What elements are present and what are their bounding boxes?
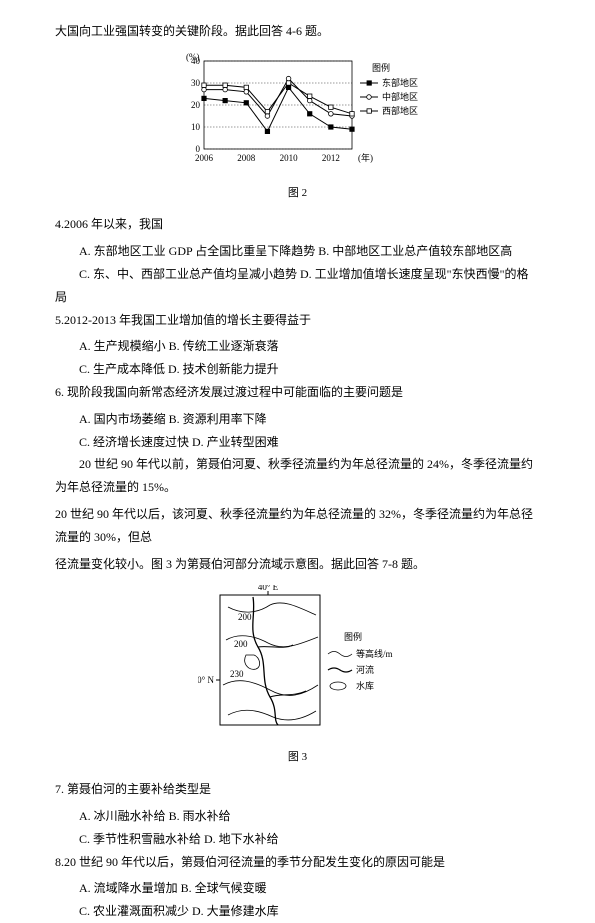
svg-text:等高线/m: 等高线/m — [356, 648, 393, 659]
q8-stem: 8.20 世纪 90 年代以后，第聂伯河径流量的季节分配发生变化的原因可能是 — [55, 851, 540, 874]
q5-stem: 5.2012-2013 年我国工业增加值的增长主要得益于 — [55, 309, 540, 332]
passage2-line2: 20 世纪 90 年代以后，该河夏、秋季径流量约为年总径流量的 32%，冬季径流… — [55, 503, 540, 549]
svg-text:2006: 2006 — [195, 153, 214, 163]
svg-text:东部地区: 东部地区 — [382, 77, 418, 88]
passage2-line3: 径流量变化较小。图 3 为第聂伯河部分流域示意图。据此回答 7-8 题。 — [55, 553, 540, 576]
q6-stem: 6. 现阶段我国向新常态经济发展过渡过程中可能面临的主要问题是 — [55, 381, 540, 404]
svg-text:30: 30 — [191, 78, 201, 88]
svg-text:50° N: 50° N — [198, 675, 214, 685]
svg-text:西部地区: 西部地区 — [382, 105, 418, 116]
svg-text:中部地区: 中部地区 — [382, 91, 418, 102]
svg-text:200: 200 — [234, 639, 248, 649]
intro-text: 大国向工业强国转变的关键阶段。据此回答 4-6 题。 — [55, 20, 540, 43]
svg-text:40° E: 40° E — [257, 585, 278, 592]
q4-options-cd: C. 东、中、西部工业总产值均呈减小趋势 D. 工业增加值增长速度呈现"东快西慢… — [55, 263, 540, 309]
svg-text:20: 20 — [191, 100, 201, 110]
q7-options-cd: C. 季节性积雪融水补给 D. 地下水补给 — [55, 828, 540, 851]
q7-options-ab: A. 冰川融水补给 B. 雨水补给 — [55, 805, 540, 828]
svg-text:水库: 水库 — [356, 680, 374, 691]
q4-options-ab: A. 东部地区工业 GDP 占全国比重呈下降趋势 B. 中部地区工业总产值较东部… — [55, 240, 540, 263]
svg-text:河流: 河流 — [356, 664, 374, 675]
q5-options-ab: A. 生产规模缩小 B. 传统工业逐渐衰落 — [55, 335, 540, 358]
q5-options-cd: C. 生产成本降低 D. 技术创新能力提升 — [55, 358, 540, 381]
svg-text:230: 230 — [230, 669, 244, 679]
chart-figure: 010203040(%)2006200820102012(年)图例东部地区中部地… — [55, 51, 540, 179]
svg-text:图例: 图例 — [372, 62, 390, 73]
q7-stem: 7. 第聂伯河的主要补给类型是 — [55, 778, 540, 801]
q8-options-ab: A. 流域降水量增加 B. 全球气候变暖 — [55, 877, 540, 900]
svg-text:2008: 2008 — [237, 153, 256, 163]
svg-text:(年): (年) — [358, 152, 373, 163]
map-svg: 40° E 50° N 200 200 230 图例等高线/m 河流水库 — [198, 585, 398, 735]
q6-options-ab: A. 国内市场萎缩 B. 资源利用率下降 — [55, 408, 540, 431]
q4-stem: 4.2006 年以来，我国 — [55, 213, 540, 236]
q8-options-cd: C. 农业灌溉面积减少 D. 大量修建水库 — [55, 900, 540, 923]
q6-options-cd: C. 经济增长速度过快 D. 产业转型困难 — [55, 431, 540, 454]
svg-text:200: 200 — [238, 612, 252, 622]
line-chart: 010203040(%)2006200820102012(年)图例东部地区中部地… — [168, 51, 428, 171]
map-figure: 40° E 50° N 200 200 230 图例等高线/m 河流水库 — [55, 585, 540, 743]
passage2-line1: 20 世纪 90 年代以前，第聂伯河夏、秋季径流量约为年总径流量的 24%，冬季… — [55, 453, 540, 499]
svg-text:2012: 2012 — [321, 153, 339, 163]
svg-text:10: 10 — [191, 122, 201, 132]
svg-text:图例: 图例 — [344, 631, 362, 642]
chart-caption: 图 2 — [55, 183, 540, 204]
svg-text:(%): (%) — [186, 52, 200, 62]
svg-text:2010: 2010 — [279, 153, 298, 163]
